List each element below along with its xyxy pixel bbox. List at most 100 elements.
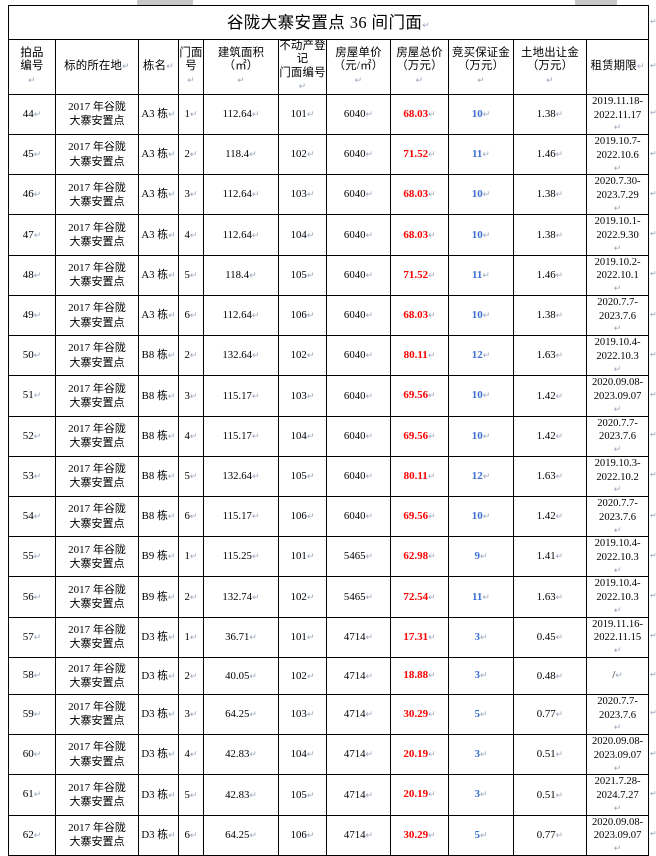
table-row[interactable]: 46↵ 2017 年谷陇 大寨安置点 A3 栋↵ 3↵ 112.64↵ 103↵ 6040↵ 6… — [8, 174, 650, 216]
cell-floor-area-value: 42.83 — [225, 788, 250, 801]
cell-bid-deposit: 11↵ — [448, 134, 514, 176]
cell-lease-period: /↵ — [585, 656, 650, 695]
pilcrow-icon: ↵ — [636, 61, 645, 72]
pilcrow-icon: ↵ — [167, 430, 176, 441]
cell-lot-number-value: 59 — [22, 708, 34, 720]
cell-unit-price: 4714↵ — [326, 774, 391, 816]
cell-land-transfer-fee-value: 1.46 — [536, 268, 556, 281]
cell-lease-period: 2019.10.4- 2022.10.3 ↵ — [585, 536, 650, 578]
cell-floor-area: 112.64↵ — [203, 93, 279, 136]
pilcrow-icon: ↵ — [306, 229, 315, 240]
table-row[interactable]: 61↵ 2017 年谷陇 大寨安置点 D3 栋↵ 5↵ 42.83↵ 105↵ 4714↵ 20… — [8, 774, 650, 816]
table-row[interactable]: 55↵ 2017 年谷陇 大寨安置点 B9 栋↵ 1↵ 115.25↵ 101↵ 5465↵ 6… — [8, 536, 650, 578]
cell-bid-deposit-value: 5 — [474, 708, 480, 720]
pilcrow-icon: ↵ — [33, 749, 42, 760]
pilcrow-icon: ↵ — [33, 350, 42, 361]
lease-start: 2020.7.30- — [594, 176, 641, 188]
cell-total-price: 69.56↵ — [390, 495, 449, 538]
cell-land-transfer-fee-value: 1.38 — [536, 228, 556, 241]
cell-bid-deposit: 10↵ — [448, 495, 514, 538]
cell-bid-deposit-value: 11 — [472, 590, 483, 603]
cell-unit-price-value: 6040 — [343, 188, 366, 201]
pilcrow-icon: ↵ — [251, 229, 260, 240]
table-row[interactable]: 53↵ 2017 年谷陇 大寨安置点 B8 栋↵ 5↵ 132.64↵ 105↵ 6040↵ 8… — [8, 455, 650, 498]
document-body: 谷陇大寨安置点 36 间门面↵ 拍品 编号 ↵ 标的所在地↵ 栋名↵ 门面号 ↵ 建筑面积 （㎡… — [7, 5, 650, 856]
table-row[interactable]: 44↵ 2017 年谷陇 大寨安置点 A3 栋↵ 1↵ 112.64↵ 101↵ 6040↵ 6… — [8, 93, 650, 136]
pilcrow-icon: ↵ — [33, 108, 42, 119]
table-row[interactable]: 58↵ 2017 年谷陇 大寨安置点 D3 栋↵ 2↵ 40.05↵ 102↵ 4714↵ 18… — [8, 656, 650, 695]
pilcrow-icon: ↵ — [33, 511, 42, 522]
cell-building-name: B8 栋↵ — [138, 415, 179, 457]
cell-land-transfer-fee: 0.77↵ — [513, 814, 587, 856]
cell-location: 2017 年谷陇 大寨安置点 — [55, 254, 139, 296]
cell-lease-period: 2020.7.7- 2023.7.6 ↵ — [585, 415, 650, 457]
header-line-1: 不动产登记 — [279, 40, 326, 66]
cell-shop-number: 6↵ — [178, 294, 204, 337]
cell-bid-deposit: 3↵ — [448, 656, 514, 695]
cell-lease-period: 2019.10.1- 2022.9.30 ↵ — [585, 214, 650, 256]
cell-land-transfer-fee-value: 1.46 — [536, 148, 556, 161]
cell-unit-price-value: 4714 — [343, 828, 366, 841]
pilcrow-icon: ↵ — [237, 74, 245, 85]
cell-total-price-value: 69.56 — [403, 389, 429, 402]
cell-shop-number: 4↵ — [178, 415, 204, 457]
lease-end: 2023.09.07 ↵ — [587, 390, 648, 415]
cell-registration-number: 103↵ — [278, 375, 327, 417]
cell-building-name-value: B9 栋 — [141, 590, 168, 603]
column-header-bid-deposit: 竞买保证金 （万元） ↵ — [448, 39, 514, 95]
table-row[interactable]: 48↵ 2017 年谷陇 大寨安置点 A3 栋↵ 5↵ 118.4↵ 105↵ 6040↵ 71… — [8, 254, 650, 296]
pilcrow-icon: ↵ — [298, 81, 307, 92]
cell-shop-number-value: 6 — [184, 510, 190, 523]
table-row[interactable]: 62↵ 2017 年谷陇 大寨安置点 D3 栋↵ 6↵ 64.25↵ 106↵ 4714↵ 30… — [8, 814, 650, 856]
cell-registration-number: 103↵ — [278, 693, 327, 736]
table-row[interactable]: 49↵ 2017 年谷陇 大寨安置点 A3 栋↵ 6↵ 112.64↵ 106↵ 6040↵ 6… — [8, 294, 650, 337]
table-row[interactable]: 60↵ 2017 年谷陇 大寨安置点 D3 栋↵ 4↵ 42.83↵ 104↵ 4714↵ 20… — [8, 734, 650, 776]
pilcrow-icon: ↵ — [482, 430, 491, 441]
pilcrow-icon: ↵ — [546, 74, 554, 85]
pilcrow-icon: ↵ — [365, 789, 374, 800]
table-row[interactable]: 57↵ 2017 年谷陇 大寨安置点 D3 栋↵ 1↵ 36.71↵ 101↵ 4714↵ 17… — [8, 616, 650, 658]
lease-start: 2019.10.4- — [594, 337, 641, 349]
location-line-2: 大寨安置点 — [69, 676, 125, 689]
pilcrow-icon: ↵ — [613, 323, 622, 334]
margin-pilcrow-icon: ↵ — [650, 510, 656, 520]
pilcrow-icon: ↵ — [613, 524, 622, 535]
pilcrow-icon: ↵ — [482, 511, 491, 522]
pilcrow-icon: ↵ — [482, 591, 490, 602]
cell-total-price-value: 20.19 — [403, 748, 429, 761]
title-row: 谷陇大寨安置点 36 间门面↵ — [7, 5, 650, 40]
cell-floor-area: 115.17↵ — [203, 495, 279, 538]
margin-pilcrow-icon: ↵ — [650, 788, 656, 798]
cell-lease-period: 2019.10.4- 2022.10.3 ↵ — [585, 576, 650, 618]
lease-start: 2019.10.3- — [594, 457, 641, 469]
pilcrow-icon: ↵ — [555, 551, 564, 562]
cell-bid-deposit: 11↵ — [448, 576, 514, 618]
cell-bid-deposit-value: 11 — [472, 268, 483, 281]
table-row[interactable]: 52↵ 2017 年谷陇 大寨安置点 B8 栋↵ 4↵ 115.17↵ 104↵ 6040↵ 6… — [8, 415, 650, 457]
table-row[interactable]: 51↵ 2017 年谷陇 大寨安置点 B8 栋↵ 3↵ 115.17↵ 103↵ 6040↵ 6… — [8, 375, 650, 417]
cell-lot-number: 57↵ — [8, 616, 56, 658]
cell-floor-area: 42.83↵ — [203, 734, 279, 776]
pilcrow-icon: ↵ — [306, 631, 315, 642]
cell-unit-price-value: 6040 — [343, 429, 366, 442]
table-row[interactable]: 56↵ 2017 年谷陇 大寨安置点 B9 栋↵ 2↵ 132.74↵ 102↵ 5465↵ 7… — [8, 576, 650, 618]
cell-shop-number: 2↵ — [178, 335, 204, 377]
cell-total-price-value: 69.56 — [403, 510, 429, 523]
table-row[interactable]: 50↵ 2017 年谷陇 大寨安置点 B8 栋↵ 2↵ 132.64↵ 102↵ 6040↵ 8… — [8, 335, 650, 377]
cell-bid-deposit-value: 3 — [474, 669, 480, 682]
table-row[interactable]: 47↵ 2017 年谷陇 大寨安置点 A3 栋↵ 4↵ 112.64↵ 104↵ 6040↵ 6… — [8, 214, 650, 256]
table-row[interactable]: 54↵ 2017 年谷陇 大寨安置点 B8 栋↵ 6↵ 115.17↵ 106↵ 6040↵ 6… — [8, 495, 650, 538]
cell-lot-number-value: 49 — [22, 309, 34, 322]
pilcrow-icon: ↵ — [365, 749, 374, 760]
cell-location: 2017 年谷陇 大寨安置点 — [55, 415, 139, 457]
cell-building-name-value: A3 栋 — [141, 309, 169, 322]
pilcrow-icon: ↵ — [365, 551, 374, 562]
cell-bid-deposit: 10↵ — [448, 214, 514, 256]
pilcrow-icon: ↵ — [33, 269, 42, 280]
cell-bid-deposit: 11↵ — [448, 254, 514, 296]
cell-total-price: 69.56↵ — [390, 415, 449, 457]
lease-start: 2020.09.08- — [591, 377, 644, 389]
table-row[interactable]: 59↵ 2017 年谷陇 大寨安置点 D3 栋↵ 3↵ 64.25↵ 103↵ 4714↵ 30… — [8, 693, 650, 736]
table-row[interactable]: 45↵ 2017 年谷陇 大寨安置点 A3 栋↵ 2↵ 118.4↵ 102↵ 6040↵ 71… — [8, 134, 650, 176]
header-line-2: （万元） — [457, 60, 505, 73]
